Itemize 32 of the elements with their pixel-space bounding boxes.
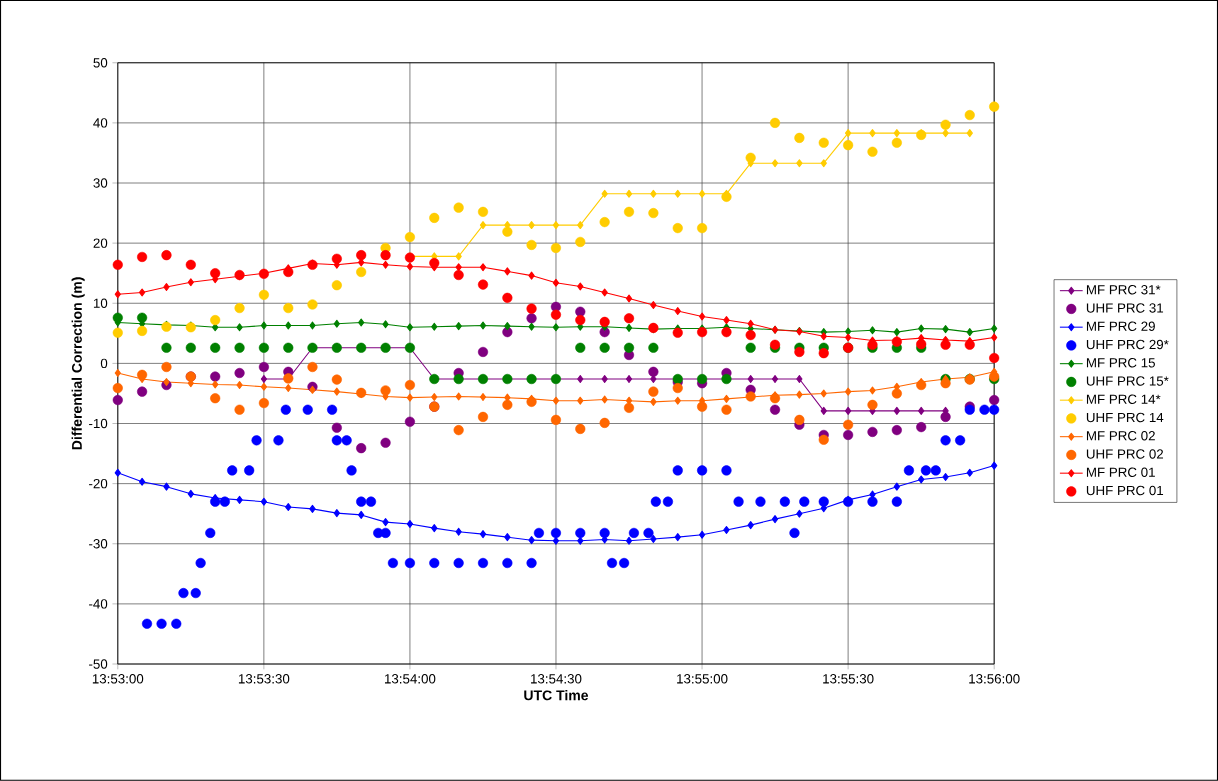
y-tick-label: 10 xyxy=(93,298,108,309)
y-tick-label: 20 xyxy=(93,238,108,248)
legend-label: MF PRC 02 xyxy=(1086,431,1155,441)
x-tick-label: 13:54:30 xyxy=(531,674,582,684)
x-tick-label: 13:56:00 xyxy=(969,674,1020,684)
legend-label: UHF PRC 14 xyxy=(1086,412,1164,423)
legend-label: UHF PRC 29* xyxy=(1086,339,1169,350)
legend-label: MF PRC 31* xyxy=(1086,285,1161,295)
legend-label: MF PRC 01 xyxy=(1086,467,1155,478)
y-tick-label: -30 xyxy=(89,539,108,549)
y-tick-label: 40 xyxy=(93,118,108,128)
y-tick-label: 30 xyxy=(93,178,108,188)
x-tick-label: 13:53:30 xyxy=(238,674,290,684)
x-axis-title: UTC Time xyxy=(524,690,589,701)
legend-label: UHF PRC 15* xyxy=(1086,376,1169,386)
y-tick-label: -10 xyxy=(89,418,108,429)
y-tick-label: -40 xyxy=(89,599,108,609)
legend-label: UHF PRC 01 xyxy=(1086,485,1164,496)
x-tick-label: 13:55:00 xyxy=(677,674,728,684)
x-tick-label: 13:53:00 xyxy=(92,674,144,684)
legend-label: UHF PRC 31 xyxy=(1086,303,1164,313)
legend-label: MF PRC 29 xyxy=(1086,321,1155,332)
x-tick-label: 13:54:00 xyxy=(384,674,436,684)
x-tick-label: 13:55:30 xyxy=(823,674,874,684)
y-tick-label: -50 xyxy=(89,659,108,669)
y-axis-title: Differential Correction (m) xyxy=(71,277,85,450)
y-tick-label: 50 xyxy=(93,58,108,68)
legend-label: UHF PRC 02 xyxy=(1086,449,1164,459)
legend-label: MF PRC 15 xyxy=(1086,358,1155,368)
legend-label: MF PRC 14* xyxy=(1086,394,1161,405)
y-tick-label: -20 xyxy=(89,479,108,489)
y-tick-label: 0 xyxy=(100,358,108,369)
